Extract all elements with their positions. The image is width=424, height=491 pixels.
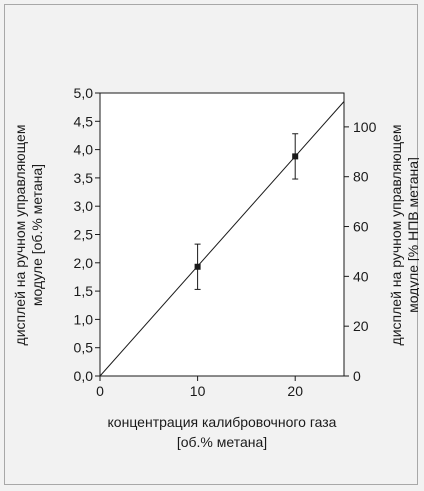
data-point-marker (292, 153, 299, 160)
regression-line (99, 101, 345, 377)
right-tick-label: 60 (353, 219, 369, 235)
left-tick-label: 2,5 (74, 227, 94, 243)
left-tick-label: 4,0 (74, 142, 94, 158)
plot-area (99, 92, 345, 377)
left-axis-ticks: 0,0 0,5 1,0 1,5 2,0 2,5 3,0 3,5 4,0 4,5 5,0 (74, 85, 100, 384)
right-axis-ticks: 0 20 40 60 80 100 (344, 119, 377, 384)
right-tick-label: 100 (353, 119, 377, 135)
left-tick-label: 3,0 (74, 198, 94, 214)
left-tick-label: 0,0 (74, 368, 94, 384)
left-tick-label: 4,5 (74, 113, 94, 129)
right-axis-label-line1: дисплей на ручном управляющем (388, 125, 404, 346)
left-axis-label-line2: модуле [об.% метана] (29, 164, 45, 306)
data-point-marker (194, 263, 201, 270)
x-axis-label-line2: [об.% метана] (177, 434, 267, 450)
left-tick-label: 3,5 (74, 170, 94, 186)
calibration-chart: 0 10 20 0,00,51,01,52,02,53,03,54,04,55,0 … (12, 85, 419, 450)
right-tick-label: 40 (353, 268, 369, 284)
left-tick-label: 1,0 (74, 311, 94, 327)
x-tick-label: 10 (190, 383, 206, 399)
chart-frame: 0 10 20 0,0 0,5 1,0 1,5 2,0 2,5 3,0 3,5 4,0 4,5 5,0 … (4, 4, 419, 485)
right-tick-label: 80 (353, 169, 369, 185)
regression-line-group (99, 101, 345, 377)
left-tick-label: 2,0 (74, 255, 94, 271)
right-tick-label: 20 (353, 318, 369, 334)
data-points (194, 133, 299, 290)
left-tick-label: 1,5 (74, 283, 94, 299)
x-axis-label-line1: концентрация калибровочного газа (108, 414, 337, 430)
x-tick-label: 0 (96, 383, 104, 399)
left-tick-label: 5,0 (74, 85, 94, 101)
left-axis-label-line1: дисплей на ручном управляющем (12, 125, 28, 346)
right-axis-label-line2: модуле [% НПВ метана] (405, 157, 419, 313)
left-tick-label: 0,5 (74, 340, 94, 356)
x-tick-label: 20 (287, 383, 303, 399)
x-axis-ticks: 0 10 20 (96, 376, 303, 399)
right-tick-label: 0 (353, 368, 361, 384)
